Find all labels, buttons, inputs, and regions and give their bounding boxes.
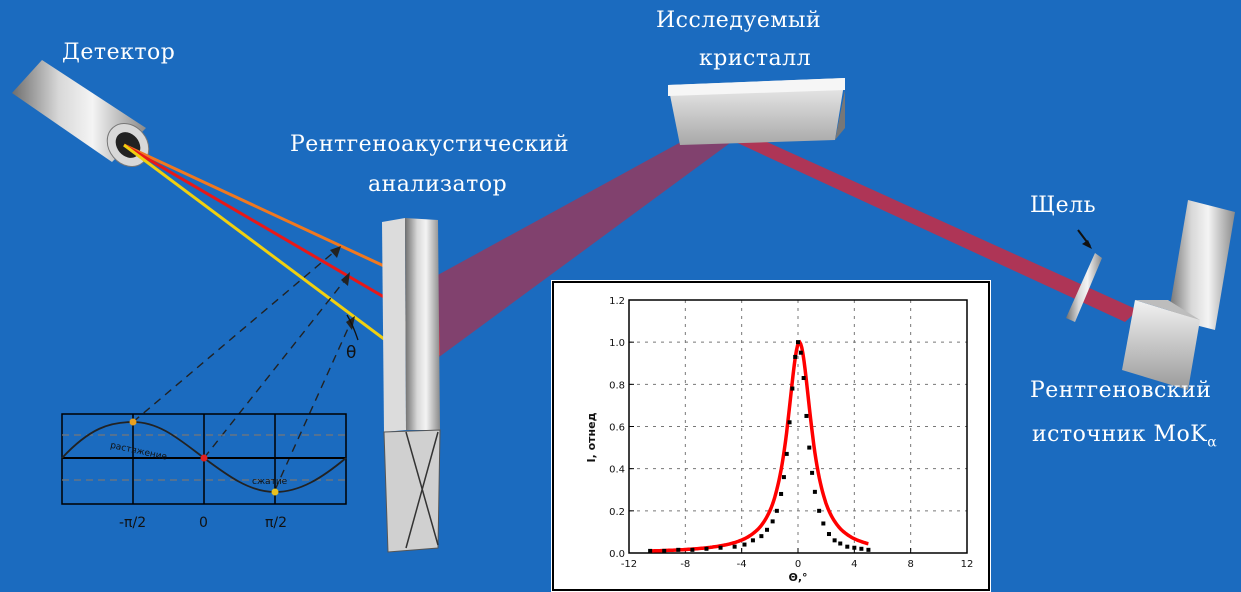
rocking-curve-svg: -12 -8 -4 0 4 8 12 0.0 0.2 0.4 0.6 0.8 1.0 1.2 I, отн… [552,281,990,591]
source-label-line1: Рентгеновский [1030,378,1212,403]
data-point [796,340,800,345]
data-point [845,544,850,549]
stretch-point [129,418,137,426]
data-point [798,350,803,355]
wave-diagram: растяжение сжатие -π/2 0 π/2 [61,413,347,531]
data-point [676,547,681,552]
data-point [812,489,817,494]
data-point [774,508,779,513]
chart-tick-labels: -12 -8 -4 0 4 8 12 0.0 0.2 0.4 0.6 0.8 1.0 1.2 [609,296,973,570]
ray-yellow [123,143,385,341]
data-point [787,420,792,425]
chart-axes [628,299,968,554]
chart-x-axis-label: Θ,° [788,571,807,584]
slit [1066,229,1102,322]
data-point [704,546,709,551]
data-point [838,541,843,546]
analyzer [382,218,441,553]
compress-label: сжатие [252,477,288,487]
data-point [793,354,798,359]
data-point [718,545,723,550]
data-point [781,475,786,480]
rocking-curve-chart: -12 -8 -4 0 4 8 12 0.0 0.2 0.4 0.6 0.8 1.0 1.2 I, отн… [551,280,991,592]
data-point [810,470,815,475]
data-point [759,534,764,539]
data-point [790,386,795,391]
data-point [784,451,789,456]
data-point [765,527,770,532]
projection-arrows [132,251,351,491]
theta-arc [346,314,359,341]
y-tick-label: 0.8 [609,380,625,391]
x-tick-label: -12 [621,559,637,570]
data-point [807,445,812,450]
plot-frame [628,299,968,554]
data-point [732,544,737,549]
crystal [668,78,845,145]
source-label-text: источник MoK [1032,422,1208,447]
detector-label: Детектор [62,40,176,65]
fit-curve [649,339,869,553]
data-point [770,519,775,524]
diffracted-beam [425,125,745,360]
x-tick-label: 8 [907,559,913,570]
slit-label: Щель [1030,193,1097,218]
analyzer-label-line1: Рентгеноакустический [290,132,570,157]
chart-point-series [648,340,871,553]
detector [12,60,150,167]
y-tick-label: 0.6 [609,423,625,434]
source-label-subscript: α [1207,434,1218,451]
data-point [662,548,667,553]
data-point [742,542,747,547]
ray-red [123,143,385,299]
x-tick-label: -4 [737,559,747,570]
y-tick-label: 0.4 [609,465,625,476]
data-point [859,546,864,551]
data-point [690,547,695,552]
data-point [801,376,806,381]
x-tick-label: 4 [851,559,857,570]
y-tick-label: 1.2 [609,296,625,307]
tick-minus-pi-half: -π/2 [119,515,146,531]
tick-pi-half: π/2 [265,515,287,531]
data-point [866,547,871,552]
chart-y-axis-label: I, отнед [585,412,598,462]
y-tick-label: 0.2 [609,507,625,518]
source-label-line2: источник MoKα [1032,422,1217,450]
ray-orange [123,143,385,268]
x-tick-label: 12 [961,559,974,570]
data-point [821,521,826,526]
compress-point [271,488,279,496]
incident-beam [705,128,1138,322]
data-point [648,548,653,553]
crystal-label-line1: Исследуемый [656,8,822,33]
zero-point [200,454,208,462]
data-point [852,545,857,550]
data-point [779,491,784,496]
data-point [804,413,809,418]
xray-source [1122,200,1235,390]
theta-label: θ [346,343,357,363]
data-point [832,538,837,543]
x-tick-label: 0 [795,559,801,570]
data-point [817,508,822,513]
data-point [826,532,831,537]
stretch-label: растяжение [109,441,168,463]
data-point [750,538,755,543]
y-tick-label: 1.0 [609,338,625,349]
tick-zero: 0 [199,515,208,531]
analyzer-label-line2: анализатор [368,172,508,197]
chart-fit-series [649,339,869,553]
y-tick-label: 0.0 [609,549,625,560]
crystal-label-line2: кристалл [699,46,812,71]
x-tick-label: -8 [680,559,690,570]
